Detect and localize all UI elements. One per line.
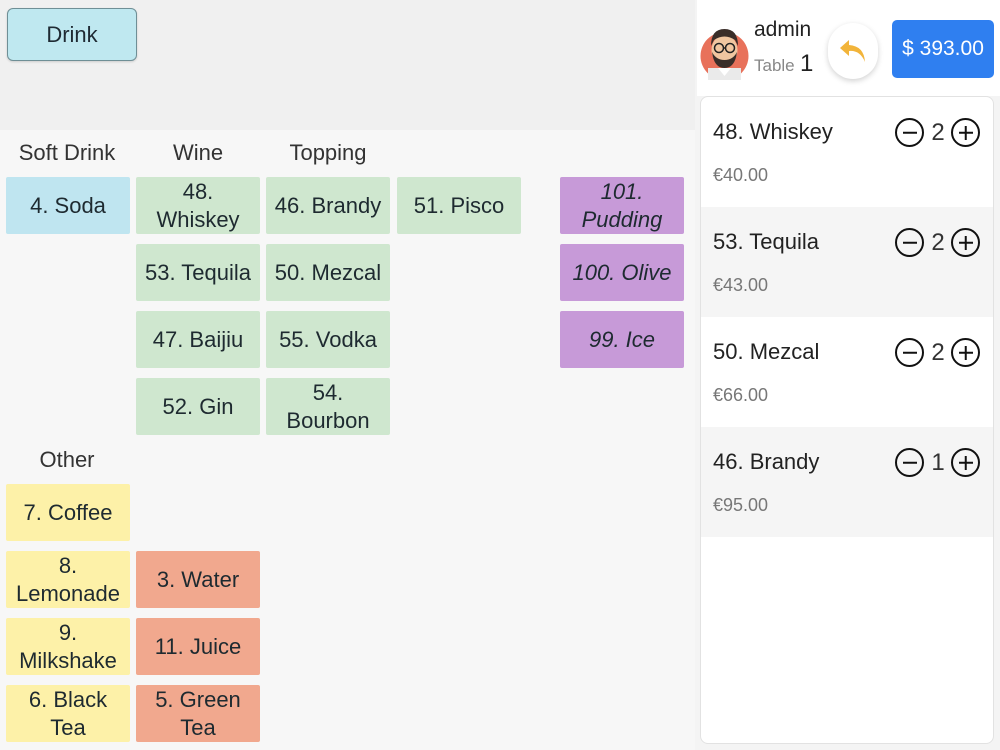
order-item-name: 46. Brandy bbox=[713, 449, 820, 474]
plus-icon[interactable] bbox=[951, 228, 980, 257]
order-item-price: €43.00 bbox=[713, 275, 769, 295]
order-item-quantity: 2 bbox=[931, 339, 945, 366]
menu-tile-green-tea[interactable]: 5. Green Tea bbox=[136, 685, 260, 742]
menu-tile-mezcal[interactable]: 50. Mezcal bbox=[266, 244, 390, 301]
plus-icon[interactable] bbox=[951, 448, 980, 477]
order-item-price: €66.00 bbox=[713, 385, 769, 405]
order-list: 48. Whiskey €40.00 2 53. Tequila €43.00 … bbox=[700, 96, 994, 744]
menu-tile-coffee[interactable]: 7. Coffee bbox=[6, 484, 130, 541]
minus-icon[interactable] bbox=[895, 448, 924, 477]
menu-tile-milkshake[interactable]: 9. Milkshake bbox=[6, 618, 130, 675]
menu-tile-juice[interactable]: 11. Juice bbox=[136, 618, 260, 675]
menu-tile-baijiu[interactable]: 47. Baijiu bbox=[136, 311, 260, 368]
undo-button[interactable] bbox=[828, 23, 878, 79]
minus-icon[interactable] bbox=[895, 338, 924, 367]
column-label-topping: Topping bbox=[289, 140, 367, 165]
order-item[interactable]: 48. Whiskey €40.00 2 bbox=[701, 97, 993, 207]
menu-tile-gin[interactable]: 52. Gin bbox=[136, 378, 260, 435]
minus-icon[interactable] bbox=[895, 118, 924, 147]
menu-tile-brandy[interactable]: 46. Brandy bbox=[266, 177, 390, 234]
column-label-other: Other bbox=[39, 447, 95, 472]
undo-arrow-icon bbox=[840, 40, 865, 62]
order-item[interactable]: 46. Brandy €95.00 1 bbox=[701, 427, 993, 537]
column-label-soft-drink: Soft Drink bbox=[18, 140, 116, 165]
column-label-wine: Wine bbox=[172, 140, 224, 165]
plus-icon[interactable] bbox=[951, 338, 980, 367]
order-item-price: €95.00 bbox=[713, 495, 769, 515]
menu-tile-bourbon[interactable]: 54. Bourbon bbox=[266, 378, 390, 435]
order-item[interactable]: 50. Mezcal €66.00 2 bbox=[701, 317, 993, 427]
order-item-price: €40.00 bbox=[713, 165, 769, 185]
order-item-quantity: 1 bbox=[931, 449, 945, 476]
menu-tile-pudding[interactable]: 101. Pudding bbox=[560, 177, 684, 234]
order-item-name: 53. Tequila bbox=[713, 229, 820, 254]
menu-tile-whiskey[interactable]: 48. Whiskey bbox=[136, 177, 260, 234]
plus-icon[interactable] bbox=[951, 118, 980, 147]
menu-tile-ice[interactable]: 99. Ice bbox=[560, 311, 684, 368]
minus-icon[interactable] bbox=[895, 228, 924, 257]
menu-tile-pisco[interactable]: 51. Pisco bbox=[397, 177, 521, 234]
menu-tile-black-tea[interactable]: 6. Black Tea bbox=[6, 685, 130, 742]
avatar bbox=[700, 16, 749, 82]
menu-tile-soda[interactable]: 4. Soda bbox=[6, 177, 130, 234]
table-label: Table bbox=[754, 56, 795, 75]
order-item[interactable]: 53. Tequila €43.00 2 bbox=[701, 207, 993, 317]
menu-tile-tequila[interactable]: 53. Tequila bbox=[136, 244, 260, 301]
drink-category-button[interactable]: Drink bbox=[7, 8, 137, 61]
menu-tile-vodka[interactable]: 55. Vodka bbox=[266, 311, 390, 368]
menu-tile-water[interactable]: 3. Water bbox=[136, 551, 260, 608]
order-item-quantity: 2 bbox=[931, 229, 945, 256]
order-item-quantity: 2 bbox=[931, 119, 945, 146]
user-name: admin bbox=[754, 18, 812, 41]
order-item-name: 48. Whiskey bbox=[713, 119, 833, 144]
order-item-name: 50. Mezcal bbox=[713, 339, 820, 364]
table-number: 1 bbox=[800, 50, 814, 77]
total-button[interactable]: $ 393.00 bbox=[892, 20, 994, 78]
menu-tile-lemonade[interactable]: 8. Lemonade bbox=[6, 551, 130, 608]
menu-tile-olive[interactable]: 100. Olive bbox=[560, 244, 684, 301]
